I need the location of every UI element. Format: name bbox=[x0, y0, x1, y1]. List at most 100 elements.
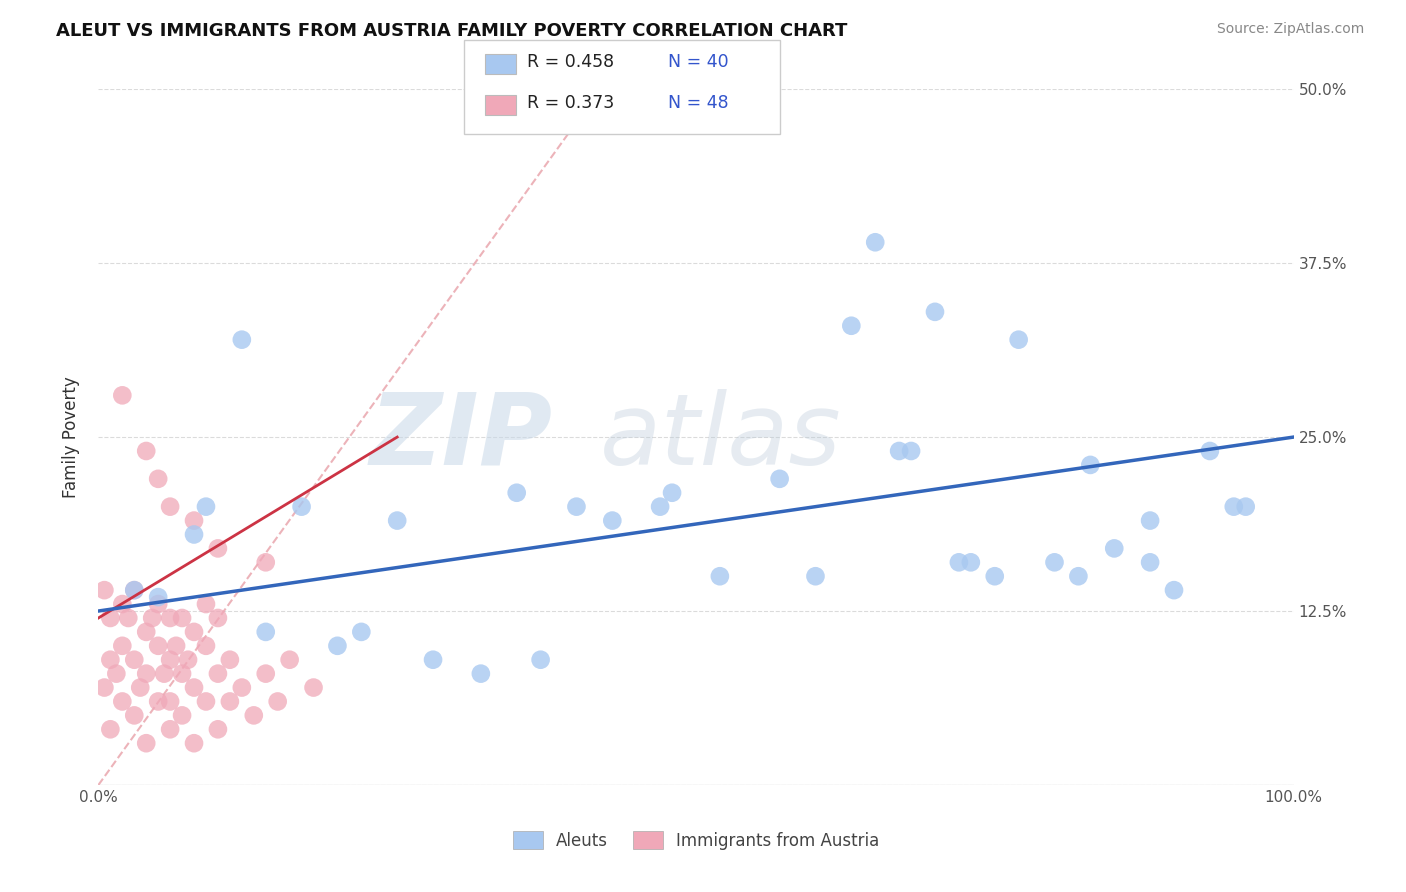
Point bbox=[159, 694, 181, 708]
Point bbox=[111, 639, 134, 653]
Point bbox=[254, 624, 277, 639]
Point bbox=[243, 708, 266, 723]
Point bbox=[111, 694, 134, 708]
Point bbox=[177, 653, 200, 667]
Point bbox=[148, 597, 170, 611]
Point bbox=[183, 624, 205, 639]
Point bbox=[769, 472, 792, 486]
Point bbox=[117, 611, 139, 625]
Point bbox=[326, 639, 349, 653]
Text: N = 40: N = 40 bbox=[668, 54, 728, 71]
Point bbox=[159, 653, 181, 667]
Point bbox=[98, 611, 122, 625]
Point bbox=[219, 694, 242, 708]
Point bbox=[709, 569, 731, 583]
Point bbox=[302, 681, 325, 695]
Point bbox=[385, 514, 409, 528]
Point bbox=[1199, 444, 1222, 458]
Text: R = 0.458: R = 0.458 bbox=[527, 54, 614, 71]
Point bbox=[183, 514, 205, 528]
Point bbox=[960, 555, 983, 569]
Point bbox=[1234, 500, 1257, 514]
Point bbox=[135, 444, 157, 458]
Point bbox=[470, 666, 492, 681]
Point bbox=[1139, 514, 1161, 528]
Point bbox=[1043, 555, 1066, 569]
Point bbox=[231, 681, 253, 695]
Point bbox=[889, 444, 911, 458]
Point bbox=[291, 500, 314, 514]
Point bbox=[172, 666, 194, 681]
Point bbox=[207, 723, 229, 737]
Point bbox=[183, 527, 205, 541]
Text: atlas: atlas bbox=[600, 389, 842, 485]
Point bbox=[124, 583, 146, 598]
Point bbox=[124, 583, 146, 598]
Point bbox=[661, 485, 683, 500]
Point bbox=[948, 555, 970, 569]
Point bbox=[1080, 458, 1102, 472]
Point bbox=[148, 639, 170, 653]
Point bbox=[148, 590, 170, 604]
Point bbox=[195, 500, 218, 514]
Point bbox=[98, 653, 122, 667]
Point bbox=[159, 723, 181, 737]
Point bbox=[865, 235, 887, 250]
Text: Source: ZipAtlas.com: Source: ZipAtlas.com bbox=[1216, 22, 1364, 37]
Point bbox=[172, 611, 194, 625]
Point bbox=[124, 653, 146, 667]
Point bbox=[159, 500, 181, 514]
Point bbox=[195, 639, 218, 653]
Point bbox=[135, 624, 157, 639]
Point bbox=[530, 653, 553, 667]
Point bbox=[148, 472, 170, 486]
Text: ZIP: ZIP bbox=[370, 389, 553, 485]
Point bbox=[98, 723, 122, 737]
Point bbox=[254, 555, 277, 569]
Point bbox=[422, 653, 444, 667]
Point bbox=[1139, 555, 1161, 569]
Point bbox=[159, 611, 181, 625]
Point bbox=[924, 305, 946, 319]
Point bbox=[183, 681, 205, 695]
Point bbox=[231, 333, 253, 347]
Point bbox=[267, 694, 290, 708]
Point bbox=[124, 708, 146, 723]
Point bbox=[900, 444, 922, 458]
Point bbox=[1008, 333, 1031, 347]
Point bbox=[148, 694, 170, 708]
Y-axis label: Family Poverty: Family Poverty bbox=[62, 376, 80, 498]
Text: N = 48: N = 48 bbox=[668, 95, 728, 112]
Point bbox=[1223, 500, 1246, 514]
Point bbox=[602, 514, 624, 528]
Point bbox=[841, 318, 863, 333]
Point bbox=[153, 666, 176, 681]
Point bbox=[254, 666, 277, 681]
Point bbox=[111, 597, 134, 611]
Point bbox=[93, 583, 115, 598]
Point bbox=[1163, 583, 1185, 598]
Point bbox=[135, 736, 157, 750]
Point bbox=[650, 500, 672, 514]
Point bbox=[93, 681, 115, 695]
Point bbox=[565, 500, 588, 514]
Point bbox=[141, 611, 163, 625]
Point bbox=[804, 569, 827, 583]
Point bbox=[172, 708, 194, 723]
Point bbox=[350, 624, 373, 639]
Text: R = 0.373: R = 0.373 bbox=[527, 95, 614, 112]
Point bbox=[278, 653, 301, 667]
Point bbox=[195, 694, 218, 708]
Point bbox=[1067, 569, 1090, 583]
Point bbox=[165, 639, 187, 653]
Legend: Aleuts, Immigrants from Austria: Aleuts, Immigrants from Austria bbox=[506, 824, 886, 856]
Point bbox=[219, 653, 242, 667]
Point bbox=[111, 388, 134, 402]
Point bbox=[183, 736, 205, 750]
Point bbox=[195, 597, 218, 611]
Point bbox=[135, 666, 157, 681]
Point bbox=[984, 569, 1007, 583]
Point bbox=[129, 681, 152, 695]
Point bbox=[207, 541, 229, 556]
Point bbox=[207, 611, 229, 625]
